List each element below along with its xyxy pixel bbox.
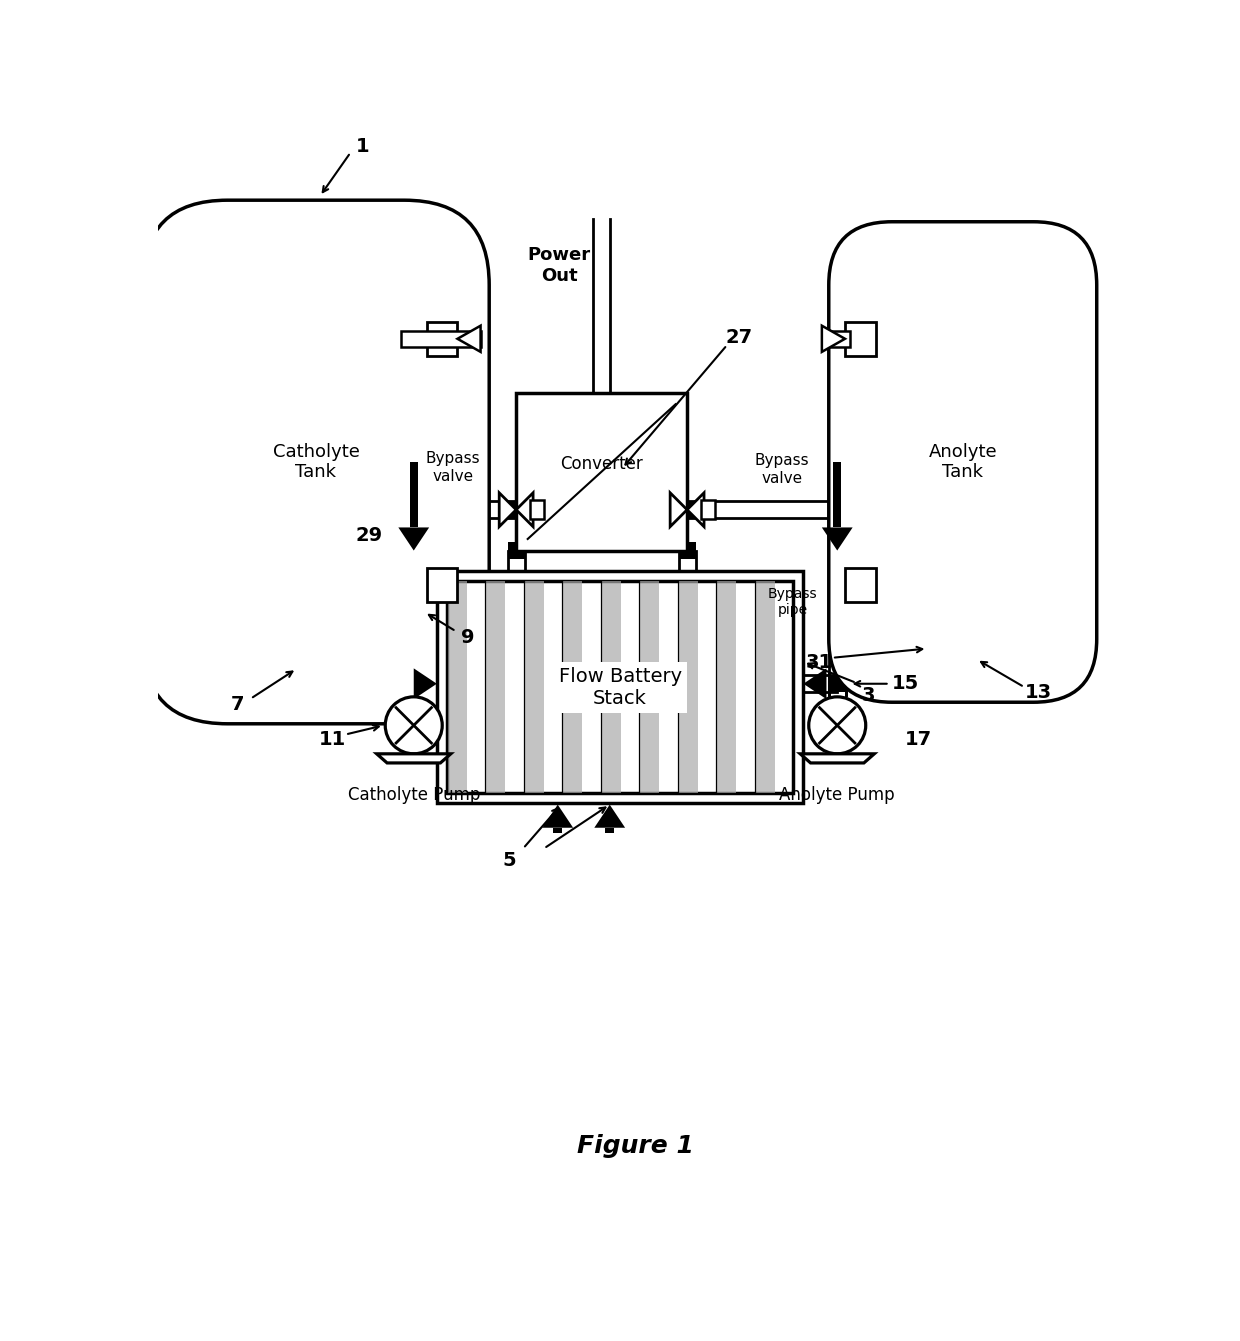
Text: 15: 15	[892, 675, 919, 693]
Bar	[409, 463, 418, 527]
Text: Anolyte Pump: Anolyte Pump	[780, 786, 895, 805]
FancyBboxPatch shape	[828, 221, 1096, 703]
Bar	[529, 500, 544, 519]
Bar	[825, 680, 826, 688]
Bar	[516, 393, 687, 551]
Bar	[446, 582, 794, 793]
Bar	[553, 827, 562, 833]
Bar	[436, 571, 804, 803]
Bar	[717, 582, 737, 793]
Bar	[678, 502, 696, 518]
Bar	[427, 322, 458, 355]
Bar	[563, 582, 583, 793]
Polygon shape	[804, 668, 826, 699]
Bar	[640, 582, 660, 793]
Text: 3: 3	[862, 687, 875, 705]
Text: Power
Out: Power Out	[528, 247, 590, 286]
Bar	[601, 582, 621, 793]
Polygon shape	[670, 492, 687, 527]
Bar	[828, 502, 846, 518]
Bar	[678, 582, 698, 793]
Text: Anolyte
Tank: Anolyte Tank	[929, 443, 997, 481]
Bar	[822, 331, 849, 346]
Text: 1: 1	[356, 137, 370, 156]
Bar	[405, 502, 422, 518]
Text: Catholyte
Tank: Catholyte Tank	[273, 443, 360, 481]
Bar	[828, 330, 846, 347]
Bar	[414, 680, 427, 688]
Bar	[828, 577, 846, 594]
Bar	[402, 331, 481, 346]
Bar	[446, 582, 467, 793]
Text: Bypass
valve: Bypass valve	[754, 453, 810, 485]
Bar	[678, 542, 696, 559]
Text: Catholyte Pump: Catholyte Pump	[347, 786, 480, 805]
Circle shape	[386, 697, 443, 754]
Polygon shape	[822, 326, 844, 351]
Polygon shape	[398, 527, 429, 551]
Polygon shape	[594, 805, 625, 827]
Polygon shape	[500, 492, 516, 527]
Bar	[405, 330, 422, 347]
Text: 29: 29	[356, 526, 383, 544]
Polygon shape	[542, 805, 573, 827]
Text: Converter: Converter	[560, 455, 644, 473]
Bar	[844, 322, 875, 355]
Text: 9: 9	[461, 628, 475, 648]
Bar	[828, 676, 846, 692]
Bar	[755, 582, 775, 793]
Bar	[701, 500, 714, 519]
Polygon shape	[516, 492, 533, 527]
Text: Bypass
pipe: Bypass pipe	[768, 587, 817, 617]
Polygon shape	[687, 492, 704, 527]
Bar	[844, 569, 875, 602]
Polygon shape	[377, 754, 451, 763]
Bar	[507, 542, 525, 559]
Bar	[523, 582, 544, 793]
Polygon shape	[414, 668, 436, 699]
Text: 17: 17	[904, 730, 931, 748]
Text: 7: 7	[231, 695, 244, 713]
Bar	[405, 577, 422, 594]
Bar	[605, 827, 614, 833]
Text: Flow Battery
Stack: Flow Battery Stack	[558, 666, 682, 708]
Bar	[405, 676, 422, 692]
Text: 13: 13	[1024, 683, 1052, 703]
Bar	[833, 463, 842, 527]
Polygon shape	[800, 754, 874, 763]
Text: Bypass
valve: Bypass valve	[425, 451, 480, 484]
FancyBboxPatch shape	[143, 200, 490, 724]
Text: Figure 1: Figure 1	[577, 1133, 694, 1157]
Bar	[485, 582, 506, 793]
Text: 5: 5	[502, 852, 516, 870]
Bar	[507, 502, 525, 518]
Text: 27: 27	[725, 327, 753, 347]
Polygon shape	[822, 527, 853, 551]
Text: 11: 11	[319, 730, 346, 748]
Circle shape	[808, 697, 866, 754]
Bar	[427, 569, 458, 602]
Polygon shape	[458, 326, 481, 351]
Text: 31: 31	[805, 653, 832, 672]
